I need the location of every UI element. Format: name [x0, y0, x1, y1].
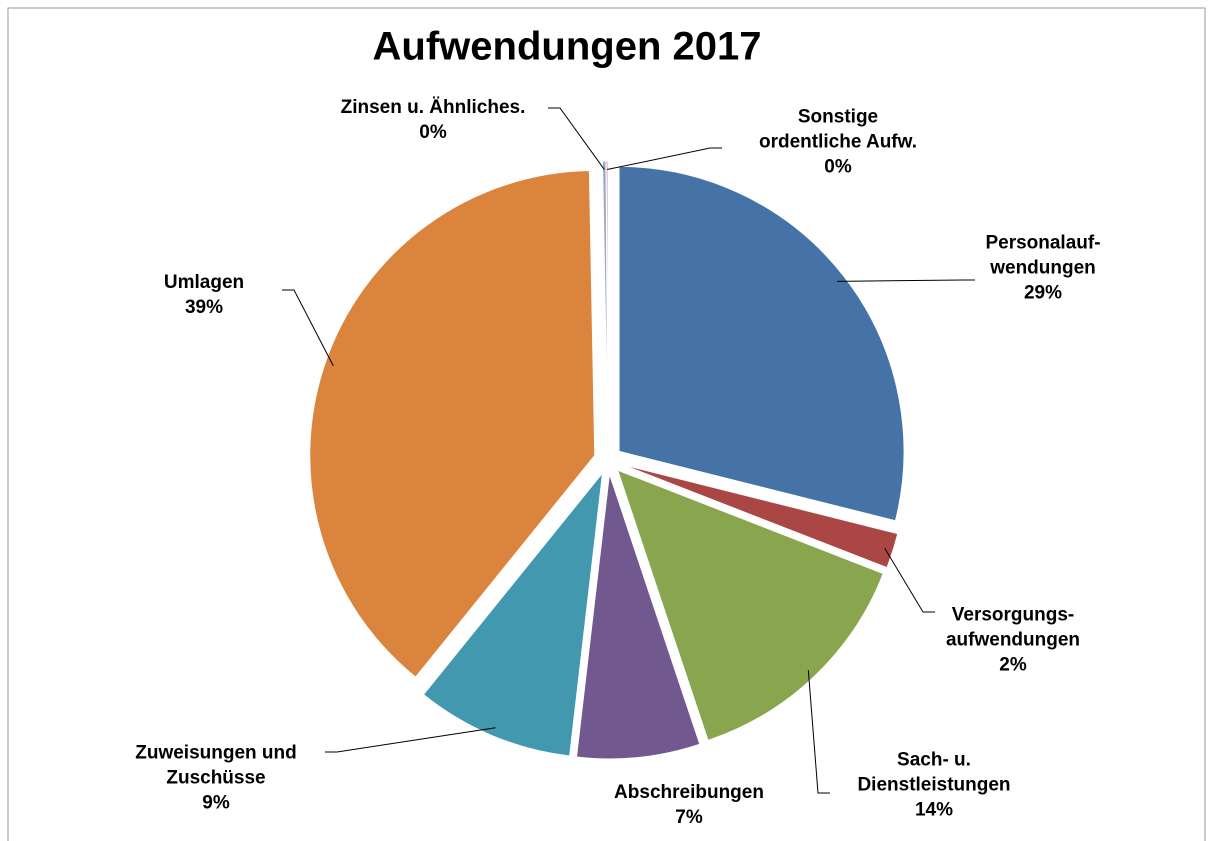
leader-line [837, 279, 975, 282]
data-label: Versorgungs- aufwendungen 2% [946, 603, 1080, 678]
data-label: Sach- u. Dienstleistungen 14% [857, 748, 1010, 823]
category-label: Zuweisungen und Zuschüsse [135, 742, 297, 789]
value-label: 7% [675, 807, 703, 828]
category-label: Abschreibungen [614, 782, 764, 803]
category-label: Sonstige ordentliche Aufw. [759, 106, 917, 153]
data-label: Personalauf- wendungen 29% [985, 231, 1100, 306]
data-label: Zinsen u. Ähnliches. 0% [341, 95, 526, 145]
value-label: 0% [419, 122, 447, 143]
leader-line [282, 289, 334, 366]
value-label: 0% [824, 156, 852, 178]
value-label: 2% [999, 654, 1027, 676]
data-label: Abschreibungen 7% [614, 780, 764, 830]
pie-slice [621, 463, 899, 569]
category-label: Umlagen [163, 272, 245, 293]
leader-line [325, 727, 496, 753]
leader-line [884, 547, 935, 613]
data-label: Sonstige ordentliche Aufw. 0% [759, 105, 917, 180]
chart-title: Aufwendungen 2017 [372, 24, 762, 69]
leader-line [548, 107, 605, 170]
pie-slice [605, 160, 609, 447]
chart-frame [7, 7, 1206, 841]
pie-slice [616, 469, 884, 742]
category-label: Zinsen u. Ähnliches. [340, 97, 526, 118]
category-label: Personalauf- wendungen [985, 232, 1101, 279]
pie-slice [575, 473, 701, 760]
leader-line [807, 670, 830, 794]
category-label: Sach- u. Dienstleistungen [857, 749, 1011, 796]
value-label: 9% [202, 792, 230, 814]
leader-line [606, 147, 722, 171]
value-label: 29% [1023, 282, 1063, 304]
pie-slice [309, 169, 596, 678]
value-label: 14% [914, 799, 954, 821]
value-label: 39% [184, 297, 224, 318]
data-label: Zuweisungen und Zuschüsse 9% [135, 741, 297, 816]
category-label: Versorgungs- aufwendungen [945, 604, 1081, 651]
pie-slice [618, 165, 905, 522]
data-label: Umlagen 39% [164, 270, 244, 320]
pie-slice [422, 471, 604, 757]
